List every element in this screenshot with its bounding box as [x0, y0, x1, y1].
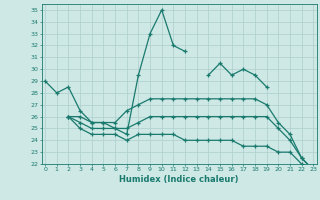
X-axis label: Humidex (Indice chaleur): Humidex (Indice chaleur) [119, 175, 239, 184]
